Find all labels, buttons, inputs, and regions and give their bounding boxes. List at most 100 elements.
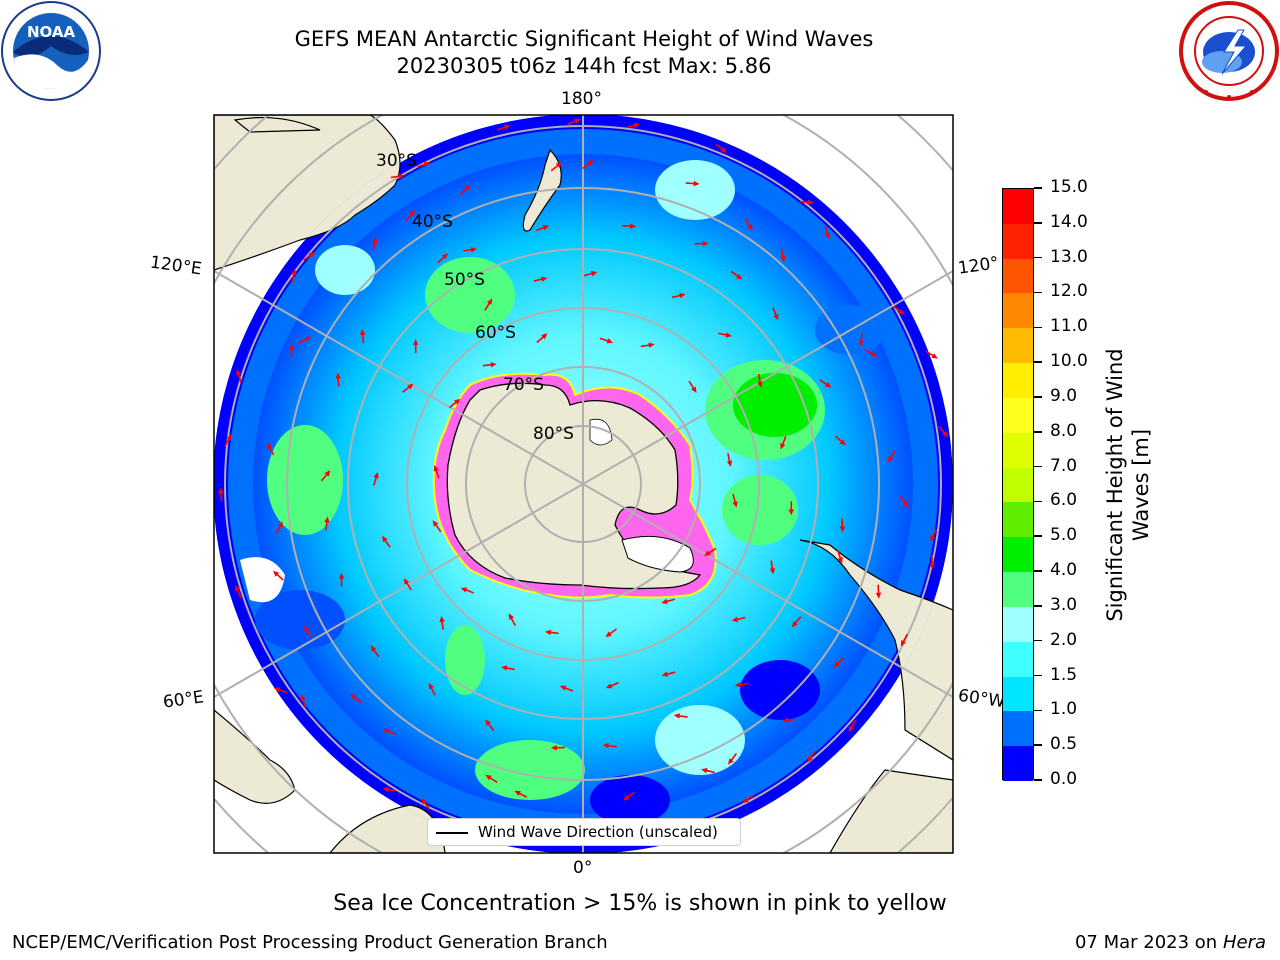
- wave-arrow-head: [661, 598, 668, 604]
- wave-arrow-head: [942, 430, 948, 438]
- wave-arrow-head: [485, 719, 491, 726]
- colorbar-tick-mark: [1034, 709, 1042, 712]
- wave-arrow-head: [407, 383, 414, 390]
- wave-arrow-head: [704, 550, 711, 556]
- wave-arrow-head: [725, 332, 732, 338]
- wave-arrow-head: [769, 568, 776, 575]
- wave-arrow-head: [900, 640, 906, 647]
- wave-arrow-head: [824, 232, 831, 240]
- wave-arrow-head: [555, 161, 563, 168]
- colorbar-tick-label: 1.5: [1050, 664, 1078, 685]
- wave-arrow-head: [788, 509, 794, 516]
- wave-arrow-head: [903, 501, 909, 508]
- wave-arrow-head: [590, 271, 598, 277]
- colorbar-tick-mark: [1034, 500, 1042, 503]
- wave-arrow-head: [807, 756, 813, 763]
- colorbar-segment: [1003, 676, 1033, 712]
- colorbar-tick-label: 0.5: [1050, 734, 1078, 755]
- wave-arrow-head: [930, 535, 936, 542]
- wave-arrow-head: [335, 372, 341, 379]
- colorbar-tick-mark: [1034, 674, 1042, 677]
- colorbar-segment: [1003, 293, 1033, 329]
- colorbar-tick-label: 2.0: [1050, 629, 1078, 650]
- wave-arrow-head: [409, 209, 416, 217]
- colorbar-tick-label: 7.0: [1050, 455, 1078, 476]
- colorbar-segment: [1003, 502, 1033, 538]
- colorbar-segment: [1003, 711, 1033, 747]
- wave-arrow-head: [559, 685, 567, 691]
- colorbar-segment: [1003, 432, 1033, 468]
- colorbar: [1002, 188, 1034, 781]
- colorbar-segment: [1003, 397, 1033, 433]
- wave-arrow-head: [734, 682, 741, 688]
- wave-arrow-head: [273, 687, 281, 693]
- wave-arrow-head: [304, 336, 312, 342]
- wave-arrow-head: [602, 743, 609, 749]
- wave-arrow-head: [732, 501, 738, 508]
- antarctica: [432, 372, 717, 599]
- colorbar-segment: [1003, 363, 1033, 398]
- wave-arrow-head: [574, 118, 581, 124]
- colorbar-segment: [1003, 606, 1033, 642]
- colorbar-tick-label: 6.0: [1050, 490, 1078, 511]
- wave-arrow-head: [373, 472, 379, 479]
- wave-arrow-head: [541, 276, 548, 282]
- wave-arrow-head: [931, 353, 938, 359]
- wave-arrow-head: [848, 725, 854, 733]
- colorbar-tick-mark: [1034, 744, 1042, 746]
- colorbar-tick-mark: [1034, 779, 1042, 781]
- wave-arrow-head: [633, 122, 641, 129]
- lat-label-40s: 40°S: [412, 212, 453, 232]
- footer-branch: NCEP/EMC/Verification Post Processing Pr…: [12, 932, 608, 953]
- wave-arrow-head: [605, 631, 612, 638]
- colorbar-tick-label: 8.0: [1050, 420, 1078, 441]
- wave-arrow-head: [837, 556, 843, 564]
- lat-label-30s: 30°S: [376, 151, 417, 171]
- map-frame: [213, 114, 954, 854]
- wave-arrow-head: [514, 790, 521, 796]
- wave-arrow-head: [470, 247, 478, 253]
- wave-arrow-head: [701, 767, 708, 774]
- wave-arrow-head: [727, 758, 734, 765]
- wave-arrow-head: [235, 584, 241, 592]
- wave-arrow-head: [773, 313, 779, 321]
- wave-arrow-head: [288, 343, 295, 350]
- colorbar-tick-mark: [1034, 361, 1042, 363]
- wave-arrow-head: [412, 338, 419, 345]
- lat-label-70s: 70°S: [503, 375, 544, 395]
- wave-arrow-head: [428, 682, 434, 690]
- lat-label-60s: 60°S: [475, 323, 516, 343]
- wave-arrow-head: [398, 173, 405, 179]
- wave-arrow-head: [441, 253, 449, 260]
- colorbar-tick-mark: [1034, 256, 1042, 259]
- colorbar-tick-label: 0.0: [1050, 769, 1078, 789]
- wave-arrow-head: [858, 340, 865, 347]
- nws-logo: [1179, 1, 1279, 101]
- colorbar-segment: [1003, 223, 1033, 259]
- wave-arrow-head: [679, 292, 686, 299]
- wave-arrow-head: [304, 625, 310, 632]
- colorbar-title: Significant Height of Wind Waves [m]: [1103, 348, 1153, 622]
- wave-arrow-head: [726, 460, 733, 467]
- wave-arrow-head: [338, 572, 345, 579]
- wave-arrow-head: [383, 728, 390, 734]
- wave-arrow-head: [542, 225, 550, 231]
- wave-arrow-head: [648, 342, 655, 348]
- colorbar-tick-mark: [1034, 222, 1042, 224]
- wave-arrow-head: [833, 661, 841, 668]
- colorbar-tick-label: 13.0: [1050, 246, 1088, 267]
- wave-arrow-head: [272, 570, 280, 577]
- wave-arrow-head: [291, 268, 297, 276]
- wave-arrow-head: [486, 298, 493, 305]
- wave-arrow-head: [606, 338, 614, 344]
- wave-arrow-head: [421, 798, 428, 805]
- colorbar-segment: [1003, 189, 1033, 224]
- wave-arrow-head: [503, 124, 511, 130]
- wave-arrow-head: [349, 694, 357, 700]
- wave-arrow-head: [508, 613, 514, 620]
- wave-arrow-head: [731, 616, 739, 623]
- wave-arrow-head: [370, 645, 377, 652]
- wave-arrow-head: [673, 713, 681, 719]
- wave-arrow-head: [324, 470, 331, 477]
- colorbar-tick-mark: [1034, 465, 1042, 468]
